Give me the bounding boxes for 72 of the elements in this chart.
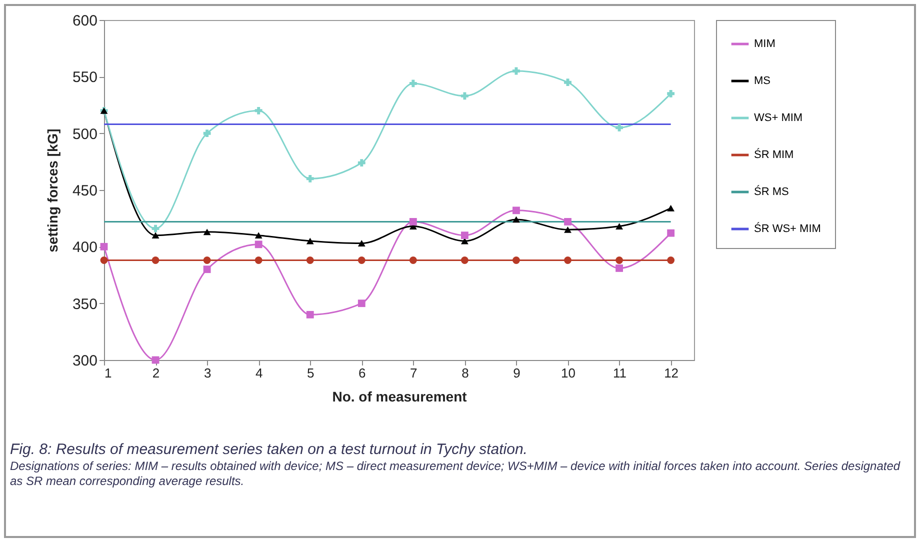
legend-label: MS — [754, 75, 770, 87]
y-tick-label: 500 — [72, 126, 98, 143]
y-tick-label: 450 — [72, 182, 98, 200]
point — [254, 240, 262, 248]
x-tick-label: 9 — [513, 366, 520, 380]
caption: Fig. 8: Results of measurement series taken on a test turnout in Tychy station. — [10, 440, 528, 459]
x-tick-label: 1 — [104, 366, 112, 380]
point — [512, 67, 520, 75]
point — [460, 232, 468, 240]
point — [306, 174, 314, 182]
y-tick-label: 400 — [72, 239, 98, 256]
point — [667, 204, 675, 212]
point — [409, 80, 417, 88]
point — [512, 216, 520, 223]
x-tick-label: 5 — [306, 366, 314, 380]
x-tick-label: 7 — [410, 366, 418, 380]
x-tick-label: 8 — [462, 366, 469, 380]
point — [358, 240, 366, 246]
point — [306, 238, 314, 244]
point — [667, 90, 675, 98]
point — [564, 218, 572, 226]
y-axis-title: setting forces [kG] — [44, 128, 60, 252]
legend-label: WS+ MIM — [754, 112, 803, 124]
x-tick-label: 10 — [561, 366, 576, 380]
point — [512, 256, 520, 264]
point — [460, 92, 468, 100]
point — [254, 256, 262, 264]
x-tick-label: 12 — [664, 366, 679, 380]
point — [564, 78, 572, 86]
point — [203, 266, 211, 274]
x-axis-title: No. of measurement — [332, 388, 468, 404]
point — [667, 229, 675, 237]
point — [358, 300, 366, 308]
point — [203, 228, 211, 236]
point — [564, 226, 572, 233]
legend-label: MIM — [754, 38, 776, 50]
point — [306, 310, 314, 318]
point — [254, 106, 262, 114]
point — [460, 256, 468, 264]
x-tick-label: 6 — [358, 366, 366, 380]
point — [616, 223, 623, 230]
point — [358, 159, 366, 167]
x-tick-label: 3 — [204, 366, 212, 380]
y-tick-label: 350 — [72, 296, 98, 313]
point — [152, 256, 160, 264]
point — [152, 232, 160, 239]
point — [203, 130, 211, 138]
point — [616, 256, 623, 264]
point — [203, 256, 211, 264]
x-tick-label: 11 — [613, 366, 627, 380]
point — [512, 206, 520, 214]
point — [254, 232, 262, 239]
point — [667, 256, 675, 264]
point — [409, 256, 417, 264]
point — [616, 124, 623, 132]
x-tick-label: 2 — [152, 366, 160, 380]
legend-label: ŚR MIM — [754, 148, 794, 161]
legend-label: ŚR WS+ MIM — [754, 222, 821, 235]
point — [616, 264, 623, 272]
point — [358, 256, 366, 264]
point — [409, 218, 417, 226]
y-tick-label: 300 — [72, 352, 98, 370]
legend-label: ŚR MS — [754, 185, 789, 198]
y-tick-label: 550 — [72, 69, 98, 86]
x-tick-label: 4 — [255, 366, 263, 380]
point — [100, 256, 108, 264]
point — [152, 224, 160, 232]
point — [100, 242, 108, 250]
text: Designations of series: MIM – results obtained with device; MS – direct measurement device; WS+MIM – device with initial forces taken into account. Series designated as SR mean corresponding average results. — [10, 459, 902, 489]
point — [306, 256, 314, 264]
y-tick-label: 600 — [72, 12, 98, 30]
point — [564, 256, 572, 264]
